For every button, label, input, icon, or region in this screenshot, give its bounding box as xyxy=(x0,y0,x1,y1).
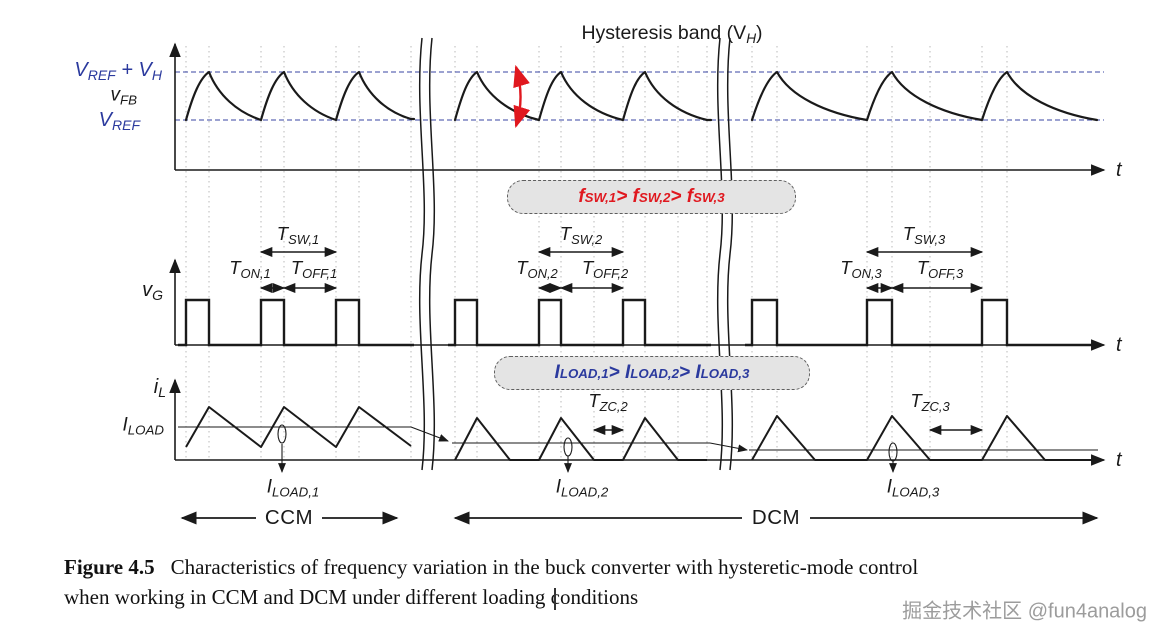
gate-waveform xyxy=(178,298,1100,347)
caption-text-2: when working in CCM and DCM under differ… xyxy=(64,585,639,609)
ton2-label: TON,2 xyxy=(516,257,558,281)
break2-line-a xyxy=(716,37,724,471)
hysteresis-band-title: Hysteresis band (VH) xyxy=(581,22,763,47)
il-segment-1-ccm xyxy=(185,406,412,448)
dcm-region-label: DCM xyxy=(751,505,801,529)
tzc2-label: TZC,2 xyxy=(588,390,628,414)
vfb-time-axis-label: t xyxy=(1116,159,1122,181)
caption-line-2: when working in CCM and DCM under differ… xyxy=(64,585,638,610)
caption-line-1: Figure 4.5 Characteristics of frequency v… xyxy=(64,555,918,580)
break1-line-a xyxy=(418,37,426,471)
caption-text-1: Characteristics of frequency variation i… xyxy=(170,555,919,579)
ton1-label: TON,1 xyxy=(229,257,271,281)
iload3-loop-marker xyxy=(888,442,898,462)
iload3-label: ILOAD,3 xyxy=(886,476,940,500)
toff2-label: TOFF,2 xyxy=(581,257,629,281)
iload1-loop-marker xyxy=(277,424,287,444)
il-time-axis-label: t xyxy=(1116,449,1122,471)
iload1-label: ILOAD,1 xyxy=(266,476,320,500)
iload-label: ILOAD xyxy=(122,414,165,438)
iload-comparison-callout: I LOAD,1 > I LOAD,2 > I LOAD,3 xyxy=(494,356,810,390)
watermark: 掘金技术社区 @fun4analog xyxy=(902,600,1147,623)
il-label: iL xyxy=(153,375,166,401)
ccm-region-label: CCM xyxy=(264,505,314,529)
break2-line-b xyxy=(726,37,734,471)
vfb-segment-2 xyxy=(453,70,713,122)
text-caret xyxy=(554,588,556,610)
measurement-arrows xyxy=(259,246,984,436)
fsw-comparison-callout: f SW,1 > f SW,2 > f SW,3 xyxy=(507,180,796,214)
ton3-label: TON,3 xyxy=(840,257,882,281)
inductor-current xyxy=(178,406,1098,473)
vg-segment-2 xyxy=(448,298,711,347)
reference-lines xyxy=(175,71,1104,121)
figure-number: Figure 4.5 xyxy=(64,555,155,579)
axis-breaks xyxy=(418,37,734,471)
vref-plus-vh-label: VREF + VH xyxy=(74,58,162,84)
tsw2-label: TSW,2 xyxy=(559,223,603,247)
tsw3-label: TSW,3 xyxy=(902,223,946,247)
vref-label: VREF xyxy=(98,108,140,134)
vg-segment-1 xyxy=(178,298,414,347)
iload-step-arrow-1 xyxy=(410,426,449,442)
iload2-loop-marker xyxy=(563,437,573,457)
vfb-segment-1 xyxy=(184,70,416,122)
break1-line-b xyxy=(428,37,436,471)
il-segment-2-dcm xyxy=(454,417,707,461)
vfb-waveform xyxy=(184,70,1099,122)
tsw1-label: TSW,1 xyxy=(276,223,320,247)
vg-label: vG xyxy=(142,278,163,304)
iload-step-arrow-2 xyxy=(709,442,748,453)
vfb-segment-3 xyxy=(750,70,1099,122)
vg-segment-3 xyxy=(745,298,1100,347)
vfb-label: vFB xyxy=(110,84,138,108)
vg-time-axis-label: t xyxy=(1116,334,1122,356)
tzc3-label: TZC,3 xyxy=(910,390,950,414)
toff1-label: TOFF,1 xyxy=(290,257,338,281)
iload2-label: ILOAD,2 xyxy=(555,476,609,500)
il-segment-3-dcm xyxy=(751,415,1097,461)
gridlines xyxy=(185,46,1008,460)
toff3-label: TOFF,3 xyxy=(916,257,964,281)
hysteresis-band-arrow xyxy=(513,64,531,129)
